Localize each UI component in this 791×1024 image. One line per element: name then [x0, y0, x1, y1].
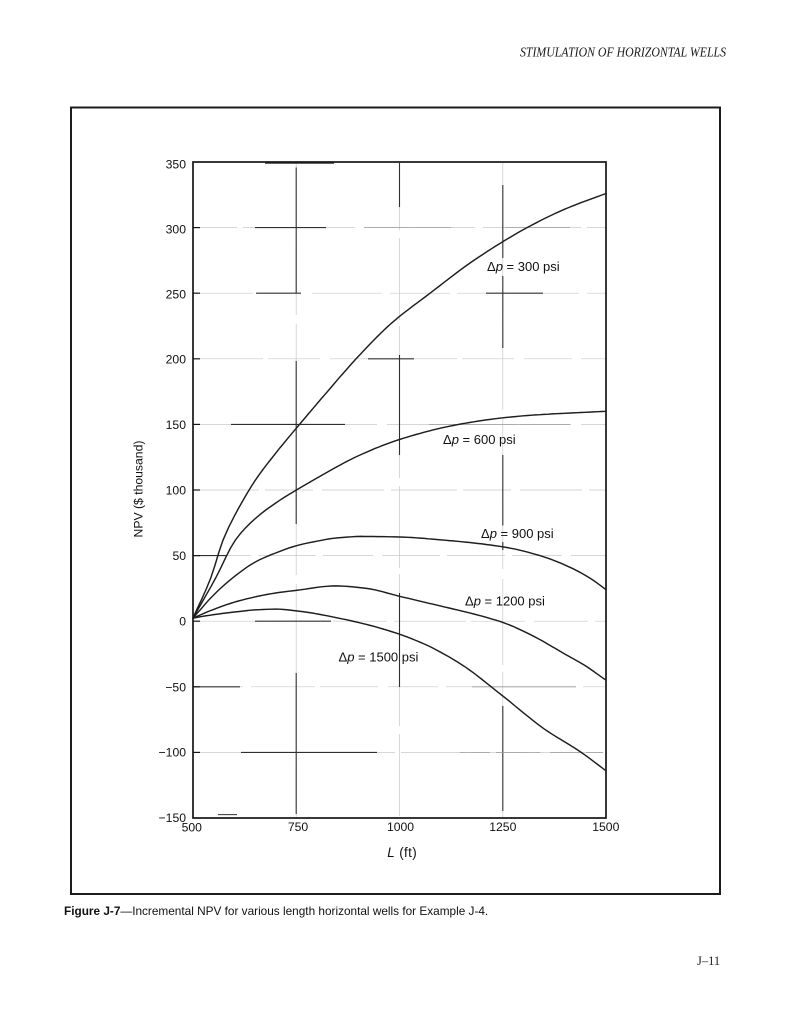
svg-text:L (ft): L (ft)	[387, 845, 417, 860]
svg-text:1500: 1500	[592, 820, 619, 834]
svg-text:Δp = 600 psi: Δp = 600 psi	[443, 432, 516, 447]
svg-text:J–11: J–11	[697, 954, 720, 968]
svg-text:Δp = 300 psi: Δp = 300 psi	[487, 259, 560, 274]
svg-text:1000: 1000	[387, 820, 414, 834]
svg-text:Δp = 1500 psi: Δp = 1500 psi	[339, 649, 419, 664]
svg-text:−150: −150	[159, 811, 187, 825]
svg-text:Δp = 1200 psi: Δp = 1200 psi	[465, 594, 545, 609]
svg-text:−50: −50	[165, 680, 186, 694]
svg-text:150: 150	[166, 418, 187, 432]
svg-text:350: 350	[166, 157, 187, 171]
svg-text:−100: −100	[159, 745, 187, 759]
svg-text:300: 300	[166, 222, 187, 236]
svg-text:0: 0	[179, 615, 186, 629]
svg-text:Δp = 900 psi: Δp = 900 psi	[481, 526, 554, 541]
svg-text:Figure J-7—Incremental NPV for: Figure J-7—Incremental NPV for various l…	[64, 904, 488, 918]
svg-text:200: 200	[166, 352, 187, 366]
svg-text:500: 500	[182, 821, 203, 835]
svg-text:100: 100	[166, 484, 187, 498]
svg-text:1250: 1250	[489, 820, 516, 834]
svg-text:750: 750	[288, 820, 309, 834]
svg-text:NPV ($ thousand): NPV ($ thousand)	[132, 441, 146, 538]
svg-text:250: 250	[166, 288, 187, 302]
svg-text:STIMULATION OF HORIZONTAL WELL: STIMULATION OF HORIZONTAL WELLS	[520, 45, 726, 60]
svg-text:50: 50	[172, 549, 186, 563]
